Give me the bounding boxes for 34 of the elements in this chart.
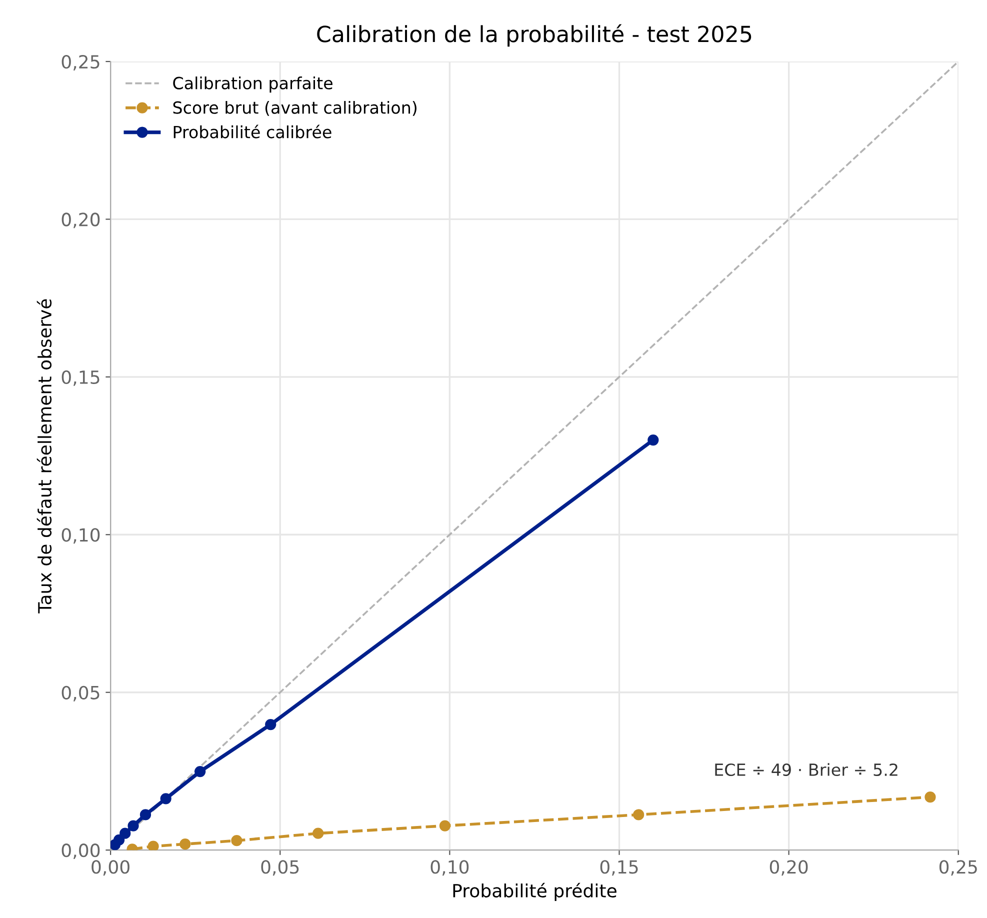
x-tick-label: 0,05 bbox=[261, 860, 299, 876]
x-tick-label: 0,10 bbox=[430, 860, 469, 876]
point bbox=[633, 809, 644, 820]
point bbox=[180, 838, 191, 850]
x-tick-label: 0,20 bbox=[770, 860, 808, 876]
point bbox=[140, 809, 152, 820]
y-tick-label: 0,10 bbox=[62, 528, 100, 544]
x-tick-label: 0,15 bbox=[600, 860, 638, 876]
y-tick-label: 0,25 bbox=[62, 54, 100, 70]
point bbox=[160, 793, 172, 804]
y-tick-label: 0,00 bbox=[62, 844, 100, 860]
point bbox=[265, 718, 276, 730]
y-axis-title: Taux de défaut réellement observé bbox=[36, 299, 52, 614]
point bbox=[128, 820, 139, 832]
point bbox=[312, 828, 324, 839]
y-tick-label: 0,05 bbox=[62, 686, 100, 702]
point bbox=[924, 792, 936, 803]
chart-title: Calibration de la probabilité - test 2025 bbox=[317, 24, 752, 47]
point bbox=[148, 840, 159, 850]
y-tick-label: 0,20 bbox=[62, 212, 100, 228]
x-tick-label: 0,00 bbox=[92, 860, 130, 876]
x-axis-title: Probabilité prédite bbox=[453, 882, 616, 902]
point bbox=[120, 828, 131, 839]
point bbox=[113, 834, 125, 846]
legend-label: Calibration parfaite bbox=[173, 76, 332, 93]
legend-label: Score brut (avant calibration) bbox=[173, 100, 416, 116]
legend-label: Probabilité calibrée bbox=[174, 124, 332, 138]
point bbox=[648, 434, 659, 446]
point bbox=[231, 835, 242, 846]
annotation: ECE ÷ 49 · Brier ÷ 5.2 bbox=[715, 763, 898, 776]
point bbox=[439, 820, 450, 832]
y-tick-label: 0,15 bbox=[62, 370, 100, 386]
x-tick-label: 0,25 bbox=[939, 860, 977, 876]
point bbox=[194, 766, 206, 778]
